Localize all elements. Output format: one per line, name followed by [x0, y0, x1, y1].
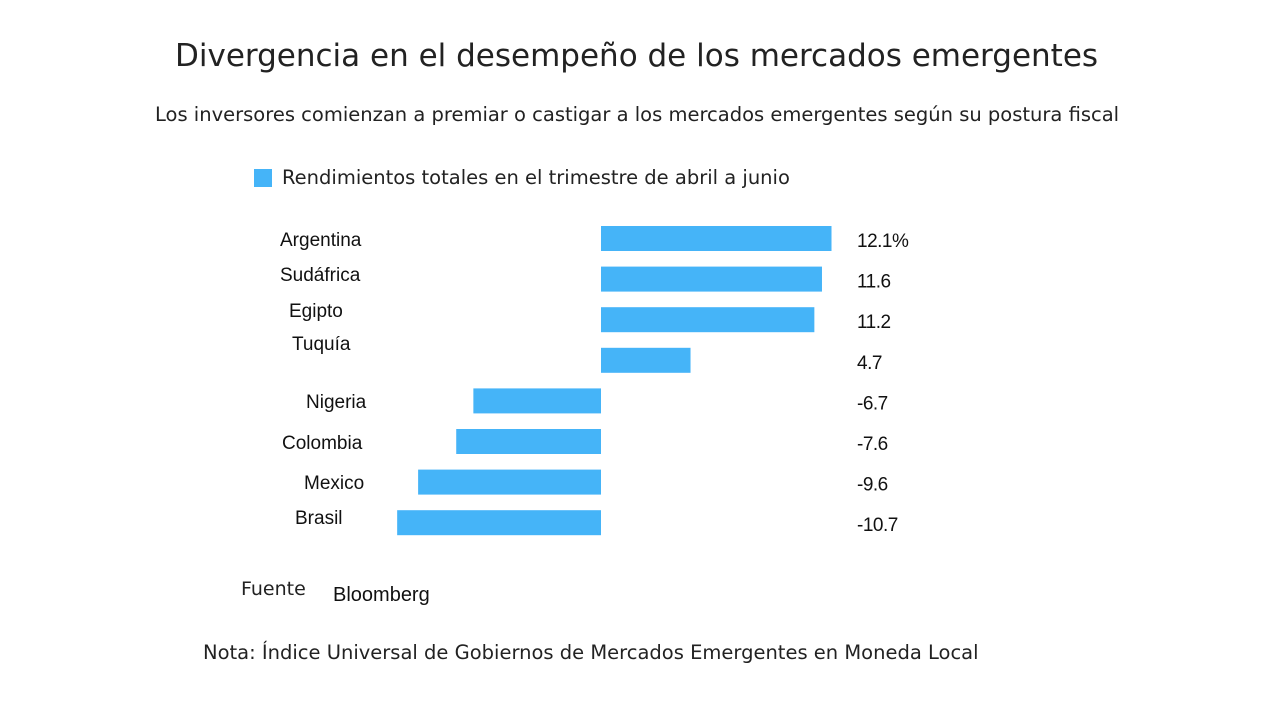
chart-subtitle: Los inversores comienzan a premiar o cas… — [155, 103, 1120, 126]
category-label: Brasil — [295, 508, 343, 529]
category-label: Colombia — [282, 433, 363, 454]
note: Nota: Índice Universal de Gobiernos de M… — [203, 641, 979, 664]
bar-sudáfrica — [601, 266, 822, 292]
category-label: Tuquía — [292, 334, 351, 355]
data-label: -6.7 — [857, 393, 888, 414]
legend-label: Rendimientos totales en el trimestre de … — [282, 166, 790, 189]
data-label: -7.6 — [857, 434, 888, 455]
source-value: Bloomberg — [333, 584, 430, 606]
category-label: Sudáfrica — [280, 265, 361, 286]
category-label: Egipto — [289, 301, 343, 322]
data-label: 11.2 — [857, 312, 891, 333]
bar-nigeria — [473, 388, 601, 414]
legend: Rendimientos totales en el trimestre de … — [254, 166, 790, 189]
bar-egipto — [601, 307, 815, 333]
bar-tuquía — [601, 347, 691, 373]
bar-mexico — [418, 469, 601, 495]
data-label: -10.7 — [857, 515, 898, 536]
data-label: 12.1% — [857, 231, 909, 252]
category-label: Nigeria — [306, 392, 367, 413]
bar-brasil — [397, 510, 601, 536]
source-label: Fuente — [241, 578, 306, 600]
data-label: -9.6 — [857, 475, 888, 496]
bar-colombia — [456, 429, 601, 454]
legend-swatch — [254, 168, 272, 187]
bar-argentina — [601, 226, 832, 251]
data-label: 4.7 — [857, 353, 882, 374]
category-label: Argentina — [280, 230, 362, 251]
category-label: Mexico — [304, 473, 364, 494]
chart-title: Divergencia en el desempeño de los merca… — [175, 38, 1099, 74]
data-label: 11.6 — [857, 272, 891, 293]
